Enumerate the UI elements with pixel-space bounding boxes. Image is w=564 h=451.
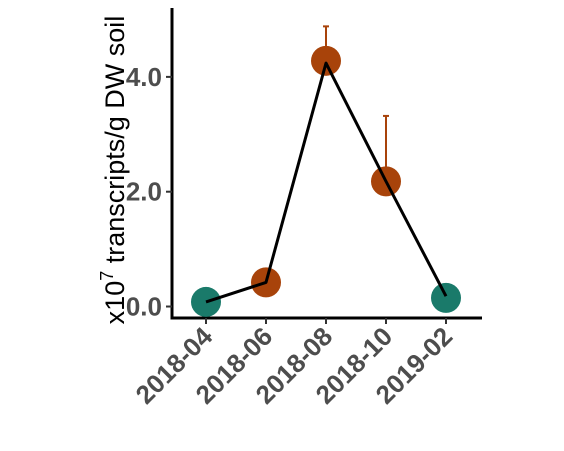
trend-polyline — [205, 61, 448, 304]
trend-line — [205, 61, 448, 304]
y-tick-label: 2.0 — [126, 177, 162, 207]
y-axis-label: x107 transcripts/g DW soil — [97, 16, 130, 325]
axes — [166, 8, 482, 324]
y-tick-label: 4.0 — [126, 62, 162, 92]
data-point — [311, 45, 341, 76]
data-point — [431, 282, 461, 313]
y-tick-labels: 0.0 2.0 4.0 — [126, 62, 162, 322]
y-tick-label: 0.0 — [126, 292, 162, 322]
data-points — [191, 45, 461, 317]
